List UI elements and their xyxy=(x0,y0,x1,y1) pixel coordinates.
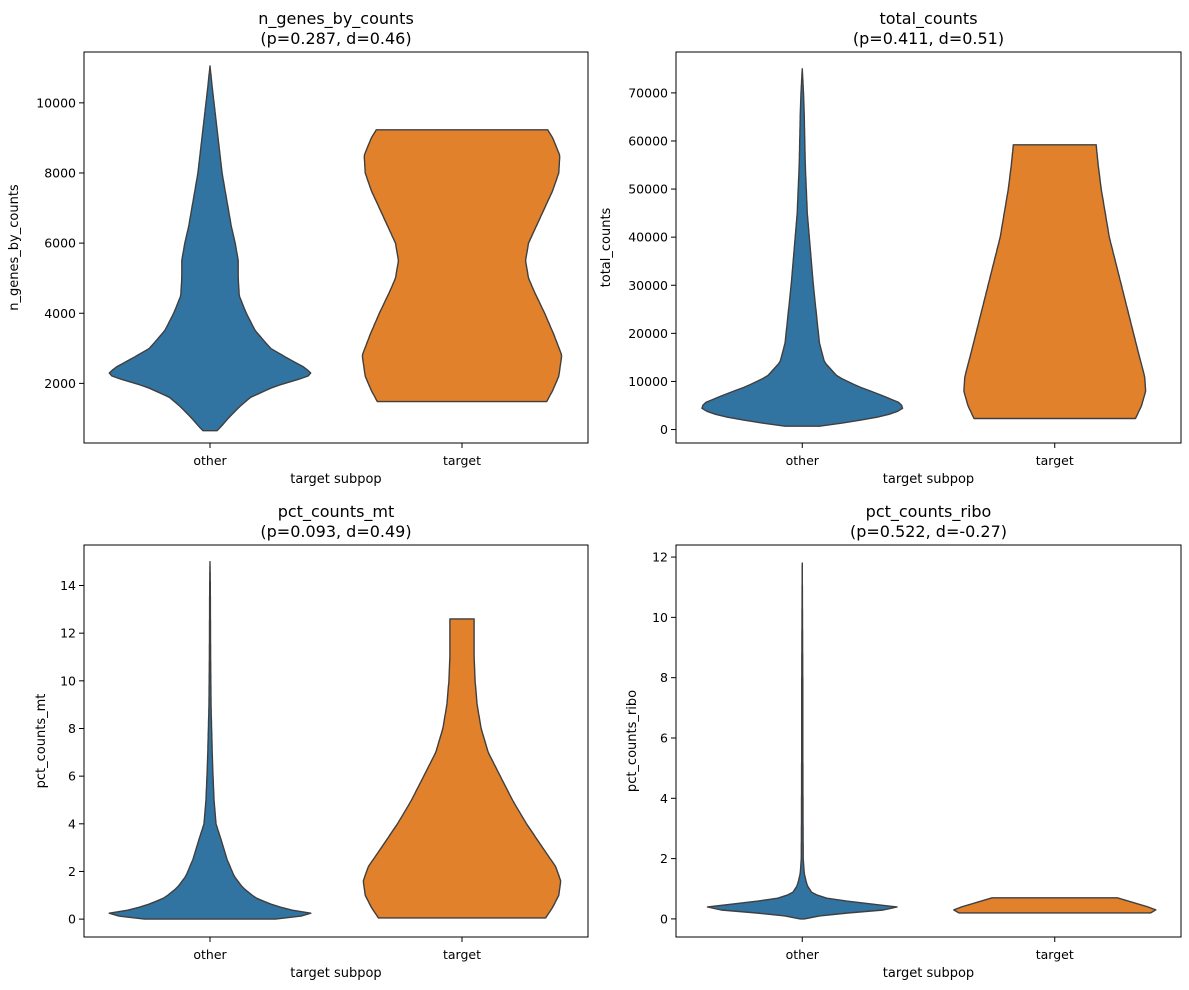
x-tick-label: other xyxy=(193,947,227,962)
y-tick-label: 10 xyxy=(652,610,668,625)
x-tick-label: target xyxy=(443,947,481,962)
plot-frame xyxy=(83,51,589,444)
y-tick-label: 0 xyxy=(660,422,668,437)
y-tick-label: 2000 xyxy=(44,376,76,391)
y-tick-label: 2 xyxy=(660,851,668,866)
subplot-title: n_genes_by_counts xyxy=(258,9,414,29)
plot-frame xyxy=(675,51,1182,444)
subplot-title-stats: (p=0.522, d=-0.27) xyxy=(850,522,1007,541)
subplot-2: 0 10000 20000 30000 40000 50000 60000 70000 othe… xyxy=(599,9,1182,487)
subplot-title: total_counts xyxy=(879,9,977,29)
y-tick-label: 4 xyxy=(660,791,668,806)
y-tick-label: 30000 xyxy=(628,278,668,293)
y-tick-label: 14 xyxy=(60,578,76,593)
y-tick-label: 12 xyxy=(60,626,76,641)
x-tick-label: other xyxy=(786,453,820,468)
violin-target xyxy=(361,129,563,403)
y-tick-label: 2 xyxy=(68,864,76,879)
x-axis-label: target subpop xyxy=(290,472,381,487)
plot-frame xyxy=(675,544,1182,938)
y-tick-label: 8 xyxy=(660,670,668,685)
x-tick-label: other xyxy=(786,947,820,962)
y-tick-label: 4 xyxy=(68,816,76,831)
y-tick-label: 60000 xyxy=(628,133,668,148)
y-axis-label: total_counts xyxy=(599,207,614,287)
y-tick-label: 8000 xyxy=(44,165,76,180)
x-tick-label: target xyxy=(1036,453,1074,468)
violin-target xyxy=(362,618,562,919)
violin-other xyxy=(108,65,312,432)
violin-target xyxy=(953,897,1157,914)
y-tick-label: 0 xyxy=(68,912,76,927)
y-tick-label: 6 xyxy=(660,730,668,745)
y-tick-label: 10000 xyxy=(628,374,668,389)
subplot-title-stats: (p=0.287, d=0.46) xyxy=(260,29,411,48)
violin-other xyxy=(701,68,904,427)
y-axis-label: pct_counts_mt xyxy=(34,694,49,789)
subplot-title: pct_counts_mt xyxy=(278,502,395,522)
x-axis-label: target subpop xyxy=(883,472,974,487)
y-tick-label: 20000 xyxy=(628,326,668,341)
subplot-3: 0 2 4 6 8 10 12 14 other target target subpop pct_c… xyxy=(34,502,589,981)
y-axis-label: pct_counts_ribo xyxy=(625,690,640,792)
y-tick-label: 10000 xyxy=(36,95,76,110)
subplot-1: 2000 4000 6000 8000 10000 other target target s… xyxy=(7,9,589,487)
violin-target xyxy=(963,144,1147,420)
y-tick-label: 6000 xyxy=(44,236,76,251)
subplot-title-stats: (p=0.093, d=0.49) xyxy=(260,522,411,541)
violin-other xyxy=(108,561,312,920)
y-tick-label: 0 xyxy=(660,911,668,926)
x-tick-label: target xyxy=(1036,947,1074,962)
subplot-title-stats: (p=0.411, d=0.51) xyxy=(853,29,1004,48)
y-tick-label: 8 xyxy=(68,721,76,736)
y-tick-label: 12 xyxy=(652,550,668,565)
x-axis-label: target subpop xyxy=(883,966,974,981)
x-tick-label: target xyxy=(443,453,481,468)
violin-other xyxy=(706,562,898,920)
y-tick-label: 6 xyxy=(68,769,76,784)
x-axis-label: target subpop xyxy=(290,966,381,981)
y-tick-label: 10 xyxy=(60,673,76,688)
plot-frame xyxy=(83,544,589,938)
y-tick-label: 4000 xyxy=(44,306,76,321)
y-tick-label: 70000 xyxy=(628,85,668,100)
y-tick-label: 50000 xyxy=(628,182,668,197)
subplot-title: pct_counts_ribo xyxy=(866,502,992,522)
y-axis-label: n_genes_by_counts xyxy=(7,184,22,311)
x-tick-label: other xyxy=(193,453,227,468)
subplot-4: 0 2 4 6 8 10 12 other target target subpop pct_cou… xyxy=(625,502,1182,981)
y-tick-label: 40000 xyxy=(628,230,668,245)
